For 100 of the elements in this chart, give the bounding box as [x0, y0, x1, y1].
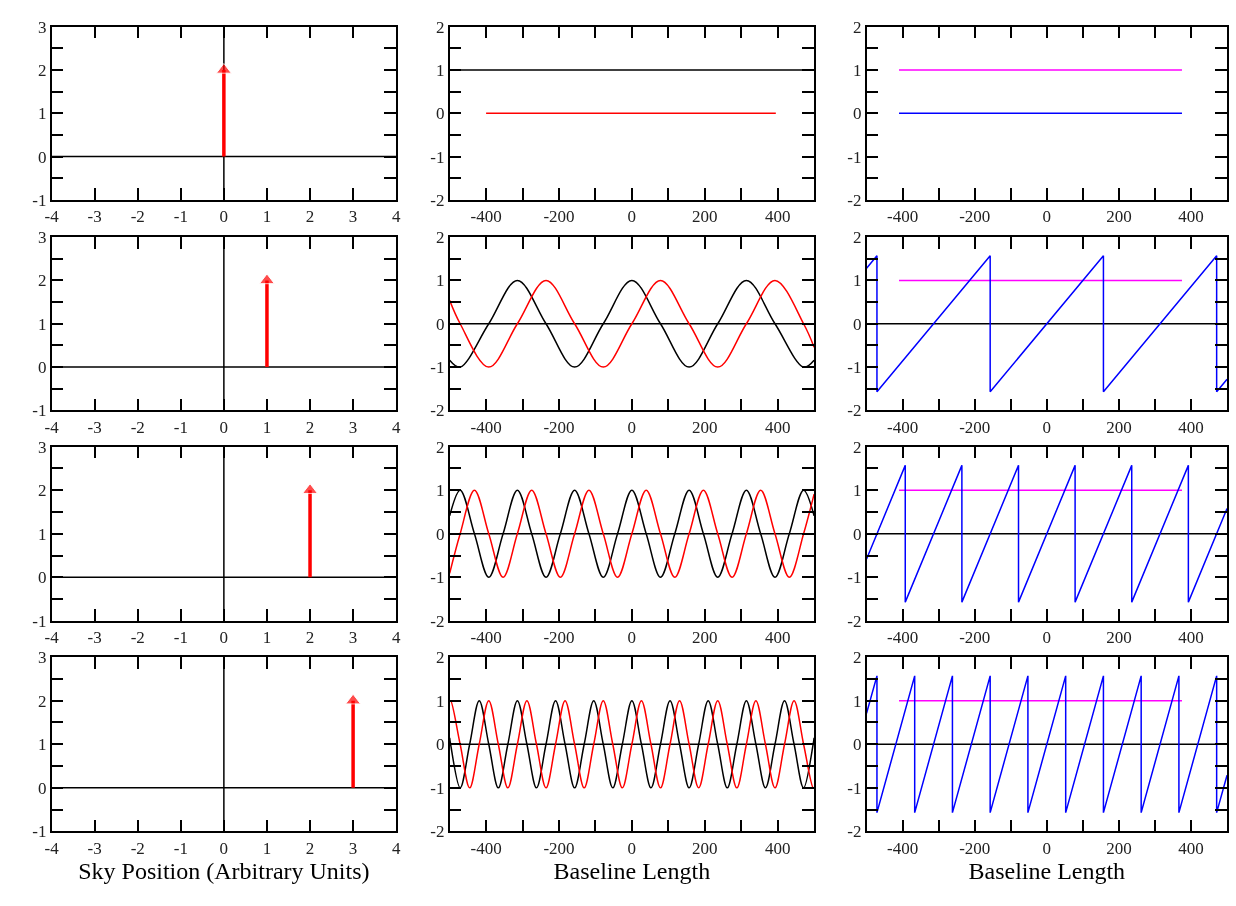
- x-tick-label: -200: [543, 417, 575, 437]
- y-tick-label: -1: [847, 358, 862, 378]
- y-tick-label: -2: [430, 401, 445, 421]
- x-tick-label: 200: [1106, 628, 1132, 648]
- y-tick-label: 0: [852, 104, 862, 124]
- y-tick-label: 3: [37, 437, 47, 457]
- y-tick-label: 0: [37, 778, 47, 798]
- y-tick-label: 1: [37, 104, 47, 124]
- x-tick-label: 4: [391, 838, 401, 858]
- x-tick-label: -400: [470, 207, 502, 227]
- y-tick-label: 3: [37, 228, 47, 248]
- x-tick-label: -3: [87, 417, 102, 437]
- x-tick-label: -400: [887, 628, 919, 648]
- x-tick-label: -3: [87, 207, 102, 227]
- y-tick-label: 1: [37, 314, 47, 334]
- y-tick-label: -1: [32, 190, 47, 210]
- x-axis-title: Baseline Length: [968, 857, 1126, 884]
- y-tick-label: -1: [430, 147, 445, 167]
- y-tick-label: -2: [847, 190, 862, 210]
- y-tick-label: 0: [436, 314, 445, 334]
- x-tick-label: -400: [887, 838, 919, 858]
- y-tick-label: 0: [436, 735, 445, 755]
- x-tick-label: 0: [627, 207, 637, 227]
- y-tick-label: 0: [37, 358, 47, 378]
- x-tick-label: -400: [887, 417, 919, 437]
- y-tick-label: 2: [436, 17, 445, 37]
- x-tick-label: -1: [173, 417, 188, 437]
- y-tick-label: 2: [852, 437, 862, 457]
- x-tick-label: -1: [173, 207, 188, 227]
- x-tick-label: 4: [391, 207, 401, 227]
- x-tick-label: 4: [391, 628, 401, 648]
- x-tick-label: -400: [887, 207, 919, 227]
- x-tick-label: 400: [764, 207, 791, 227]
- x-tick-label: -3: [87, 628, 102, 648]
- y-tick-label: -1: [430, 568, 445, 588]
- y-tick-label: 0: [436, 524, 445, 544]
- x-axis-title: Sky Position (Arbitrary Units): [78, 857, 370, 884]
- y-tick-label: 2: [37, 691, 47, 711]
- y-tick-label: -2: [430, 822, 445, 842]
- x-tick-label: 0: [1042, 417, 1052, 437]
- y-tick-label: -2: [847, 611, 862, 631]
- y-tick-label: 0: [852, 735, 862, 755]
- y-tick-label: -2: [430, 611, 445, 631]
- y-tick-label: 1: [436, 271, 445, 291]
- y-tick-label: 3: [37, 648, 47, 668]
- y-tick-label: -1: [32, 401, 47, 421]
- y-tick-label: -2: [847, 822, 862, 842]
- x-tick-label: 3: [348, 207, 358, 227]
- x-tick-label: 2: [305, 207, 315, 227]
- x-tick-label: -200: [543, 838, 575, 858]
- x-tick-label: 200: [1106, 207, 1132, 227]
- x-tick-label: 3: [348, 417, 358, 437]
- x-tick-label: -400: [470, 628, 502, 648]
- y-tick-label: 2: [436, 648, 445, 668]
- x-tick-label: -4: [44, 417, 60, 437]
- y-tick-label: 1: [436, 60, 445, 80]
- x-tick-label: 0: [1042, 838, 1052, 858]
- y-tick-label: -1: [32, 611, 47, 631]
- y-tick-label: 1: [852, 271, 862, 291]
- x-tick-label: 0: [219, 628, 229, 648]
- y-tick-label: 0: [852, 314, 862, 334]
- x-tick-label: 200: [1106, 417, 1132, 437]
- x-tick-label: 4: [391, 417, 401, 437]
- y-tick-label: 1: [37, 735, 47, 755]
- x-tick-label: -200: [959, 628, 991, 648]
- x-tick-label: 200: [692, 417, 718, 437]
- y-tick-label: 0: [37, 147, 47, 167]
- x-tick-label: -200: [959, 838, 991, 858]
- x-tick-label: 3: [348, 628, 358, 648]
- y-tick-label: -1: [847, 568, 862, 588]
- x-tick-label: -200: [543, 207, 575, 227]
- x-tick-label: 400: [1178, 628, 1204, 648]
- y-tick-label: 2: [436, 228, 445, 248]
- y-tick-label: 1: [436, 481, 445, 501]
- y-tick-label: 3: [37, 17, 47, 37]
- y-tick-label: -2: [430, 190, 445, 210]
- y-tick-label: 1: [436, 691, 445, 711]
- x-tick-label: 200: [692, 838, 718, 858]
- x-tick-label: 0: [1042, 207, 1052, 227]
- x-tick-label: -2: [130, 838, 145, 858]
- x-tick-label: 0: [627, 628, 637, 648]
- x-tick-label: -2: [130, 417, 145, 437]
- x-tick-label: -400: [470, 417, 502, 437]
- x-tick-label: -2: [130, 207, 145, 227]
- y-tick-label: 2: [852, 228, 862, 248]
- x-tick-label: 1: [262, 207, 272, 227]
- y-tick-label: -1: [430, 778, 445, 798]
- y-tick-label: 2: [436, 437, 445, 457]
- x-tick-label: 400: [764, 417, 791, 437]
- y-tick-label: 0: [852, 524, 862, 544]
- x-tick-label: -200: [543, 628, 575, 648]
- y-tick-label: 1: [852, 481, 862, 501]
- x-tick-label: 0: [219, 207, 229, 227]
- y-tick-label: -1: [847, 778, 862, 798]
- x-tick-label: 2: [305, 417, 315, 437]
- x-tick-label: 400: [764, 628, 791, 648]
- y-tick-label: 0: [436, 104, 445, 124]
- x-tick-label: 400: [1178, 838, 1204, 858]
- x-tick-label: 0: [627, 417, 637, 437]
- x-tick-label: -400: [470, 838, 502, 858]
